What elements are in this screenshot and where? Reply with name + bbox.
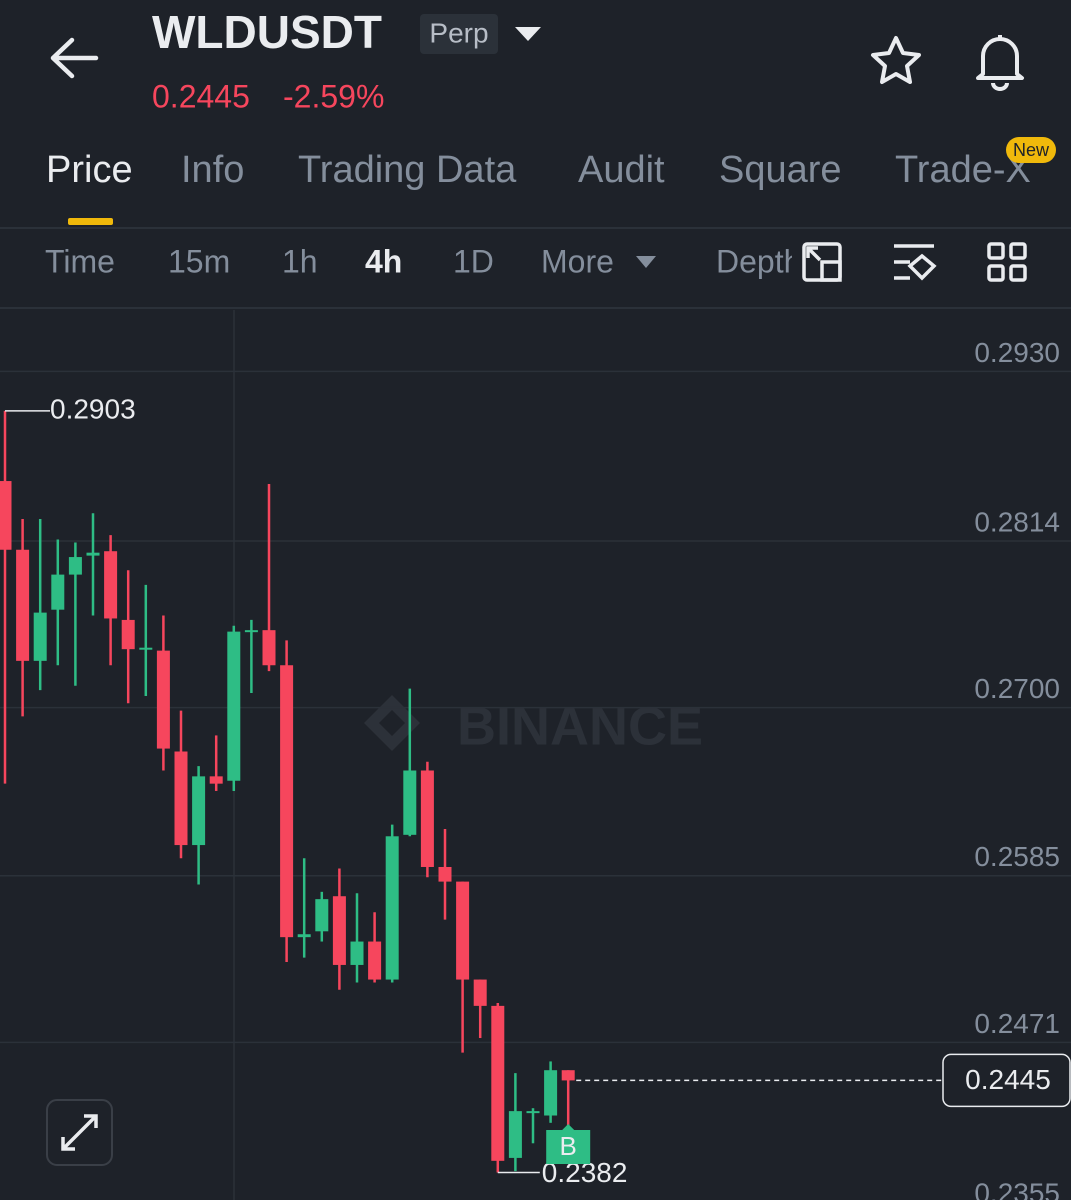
fullscreen-chart-icon[interactable]	[802, 242, 842, 282]
candle-body	[368, 941, 382, 980]
candle-body	[209, 776, 223, 784]
symbol-dropdown[interactable]	[515, 27, 541, 41]
interval[interactable]: 1h	[282, 243, 318, 279]
indicator-icon[interactable]	[894, 244, 937, 281]
interval[interactable]: Time	[45, 243, 115, 279]
y-tick-label: 0.2471	[974, 1008, 1060, 1039]
candle-body	[51, 574, 65, 610]
contract-badge	[420, 14, 498, 54]
y-tick-label: 0.2814	[974, 506, 1060, 537]
candle-body	[526, 1111, 540, 1114]
candle-body	[473, 979, 487, 1006]
interval[interactable]: More	[541, 243, 614, 279]
y-tick-label: 0.2930	[974, 337, 1060, 368]
candle-body	[315, 899, 329, 932]
candle-body	[244, 630, 258, 633]
back-button[interactable]	[50, 37, 99, 79]
candle-body	[227, 631, 241, 781]
signal-label: B	[560, 1131, 577, 1161]
candle-body	[491, 1005, 505, 1161]
interval[interactable]: 4h	[365, 243, 402, 279]
candle-body	[544, 1070, 558, 1116]
candle-body	[86, 552, 100, 556]
interval[interactable]: 15m	[168, 243, 230, 279]
tab[interactable]: Trading Data	[298, 149, 517, 191]
candle-body	[0, 481, 12, 550]
candle-body	[156, 650, 170, 749]
candle-body	[139, 647, 153, 650]
candle-body	[121, 619, 135, 650]
candle-body	[68, 557, 82, 575]
alert-button[interactable]	[976, 35, 1024, 91]
candle-body	[297, 934, 311, 938]
active-tab-indicator	[68, 218, 113, 225]
candle-body	[33, 612, 47, 661]
candle-body	[438, 866, 452, 882]
candle-body	[16, 549, 30, 661]
last-price: 0.2445	[152, 78, 250, 114]
interval[interactable]: 1D	[453, 243, 494, 279]
layout-icon[interactable]	[987, 242, 1027, 282]
tab[interactable]: Price	[46, 149, 133, 191]
new-badge-bg	[1006, 137, 1056, 163]
candle-body	[403, 770, 417, 835]
candle-body	[332, 896, 346, 965]
last-price-box	[942, 1053, 1071, 1108]
candle-body	[192, 776, 206, 846]
new-badge: New	[1013, 140, 1050, 160]
symbol: WLDUSDT	[152, 6, 382, 58]
y-tick-label: 0.2700	[974, 673, 1060, 704]
contract-type: Perp	[429, 17, 488, 48]
candle-body	[174, 751, 188, 846]
tab[interactable]: Info	[181, 149, 244, 191]
y-tick-label: 0.2585	[974, 841, 1060, 872]
candle-body	[420, 770, 434, 867]
y-tick-label: 0.2355	[974, 1177, 1060, 1200]
candle-body	[280, 665, 294, 938]
watermark-logo	[364, 695, 420, 751]
price-change: -2.59%	[283, 78, 384, 114]
tab[interactable]: Audit	[578, 149, 665, 191]
tab[interactable]: Square	[719, 149, 842, 191]
max-label: 0.2903	[50, 393, 136, 424]
watermark: BINANCE	[457, 696, 703, 756]
candle-body	[104, 551, 118, 619]
candle-body	[456, 881, 470, 980]
more-dropdown[interactable]	[636, 256, 656, 268]
candle-body	[385, 836, 399, 980]
expand-button[interactable]	[46, 1099, 113, 1166]
signal-badge	[546, 1124, 591, 1164]
interval[interactable]: Depth	[716, 243, 801, 279]
last-price-label: 0.2445	[965, 1064, 1051, 1095]
candle-body	[508, 1111, 522, 1158]
favorite-button[interactable]	[871, 36, 921, 84]
candle-body	[350, 941, 364, 965]
candle-body	[561, 1070, 575, 1081]
candle-body	[262, 630, 276, 666]
